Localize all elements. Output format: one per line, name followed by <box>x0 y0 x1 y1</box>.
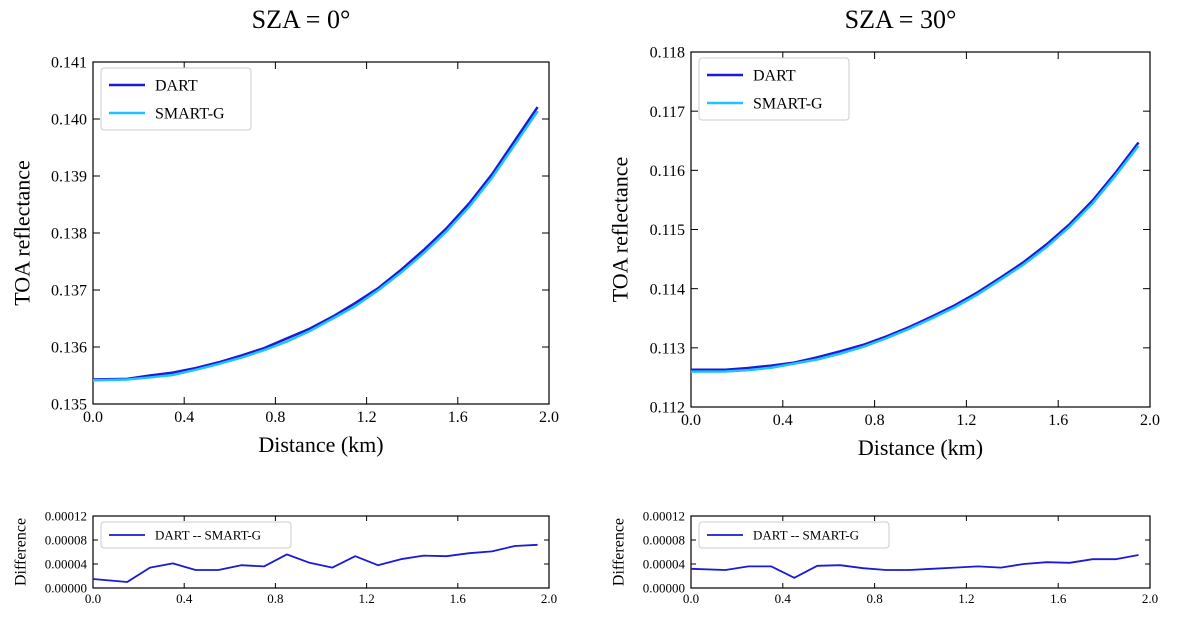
legend-box <box>100 521 292 549</box>
y-tick-label: 0.115 <box>650 222 685 239</box>
y-axis-label: TOA reflectance <box>608 157 633 303</box>
x-tick-label: 0.8 <box>265 409 285 426</box>
y-tick-label: 0.118 <box>650 45 685 62</box>
x-tick-label: 2.0 <box>1140 412 1160 429</box>
y-tick-label: 0.00004 <box>45 557 88 572</box>
legend-box <box>100 67 252 131</box>
y-axis-label: Difference <box>611 518 628 586</box>
x-tick-label: 2.0 <box>541 591 557 606</box>
plot-frame <box>92 515 550 589</box>
data-line <box>691 141 1140 371</box>
legend-label: DART <box>753 68 796 85</box>
y-tick-label: 0.137 <box>51 283 87 300</box>
x-tick-label: 0.8 <box>267 591 283 606</box>
data-line <box>690 145 1140 373</box>
y-tick-label: 0.00008 <box>643 533 685 548</box>
legend-label: SMART-G <box>753 96 823 113</box>
y-tick-label: 0.00000 <box>643 581 685 596</box>
y-tick-label: 0.00012 <box>45 509 87 524</box>
y-tick-label: 0.00000 <box>45 581 87 596</box>
y-tick-label: 0.113 <box>650 340 685 357</box>
x-tick-label: 1.6 <box>1048 412 1068 429</box>
y-tick-label: 0.141 <box>51 55 87 72</box>
x-tick-label: 1.2 <box>958 591 974 606</box>
y-tick-label: 0.140 <box>51 112 87 129</box>
x-tick-label: 1.6 <box>1050 591 1067 606</box>
x-tick-label: 0.4 <box>176 591 193 606</box>
legend-box <box>698 57 850 121</box>
x-tick-label: 1.6 <box>448 409 468 426</box>
data-line <box>92 106 539 381</box>
x-tick-label: 0.8 <box>866 591 882 606</box>
legend-label: DART -- SMART-G <box>155 528 261 543</box>
y-tick-label: 0.114 <box>650 281 685 298</box>
y-axis-label: TOA reflectance <box>10 160 35 306</box>
y-tick-label: 0.136 <box>51 340 87 357</box>
x-tick-label: 1.6 <box>450 591 467 606</box>
x-tick-label: 0.0 <box>683 591 699 606</box>
legend-label: DART <box>155 78 198 95</box>
y-tick-label: 0.116 <box>650 163 685 180</box>
y-axis-label: Difference <box>13 518 30 586</box>
legend-label: DART -- SMART-G <box>753 528 859 543</box>
y-tick-label: 0.135 <box>51 397 87 414</box>
y-tick-label: 0.117 <box>650 104 685 121</box>
x-tick-label: 1.2 <box>956 412 976 429</box>
data-line <box>92 543 538 583</box>
chart-title: SZA = 30° <box>845 5 957 34</box>
y-tick-label: 0.138 <box>51 226 87 243</box>
x-tick-label: 1.2 <box>358 591 374 606</box>
y-tick-label: 0.00004 <box>643 557 686 572</box>
legend-label: SMART-G <box>155 106 225 123</box>
plot-frame <box>690 515 1151 589</box>
y-tick-label: 0.00012 <box>643 509 685 524</box>
x-tick-label: 0.4 <box>773 412 793 429</box>
x-tick-label: 0.4 <box>775 591 792 606</box>
x-tick-label: 0.0 <box>681 412 701 429</box>
legend-box <box>698 521 890 549</box>
x-tick-label: 2.0 <box>539 409 559 426</box>
y-tick-label: 0.112 <box>650 400 685 417</box>
x-tick-label: 1.2 <box>357 409 377 426</box>
x-axis-label: Distance (km) <box>258 432 383 457</box>
x-tick-label: 0.8 <box>865 412 885 429</box>
chart-title: SZA = 0° <box>252 5 351 34</box>
x-tick-label: 2.0 <box>1142 591 1158 606</box>
x-axis-label: Distance (km) <box>858 435 983 460</box>
x-tick-label: 0.0 <box>83 409 103 426</box>
y-tick-label: 0.139 <box>51 169 87 186</box>
x-tick-label: 0.0 <box>85 591 101 606</box>
y-tick-label: 0.00008 <box>45 533 87 548</box>
x-tick-label: 0.4 <box>174 409 194 426</box>
data-line <box>690 554 1139 579</box>
data-line <box>92 110 539 382</box>
